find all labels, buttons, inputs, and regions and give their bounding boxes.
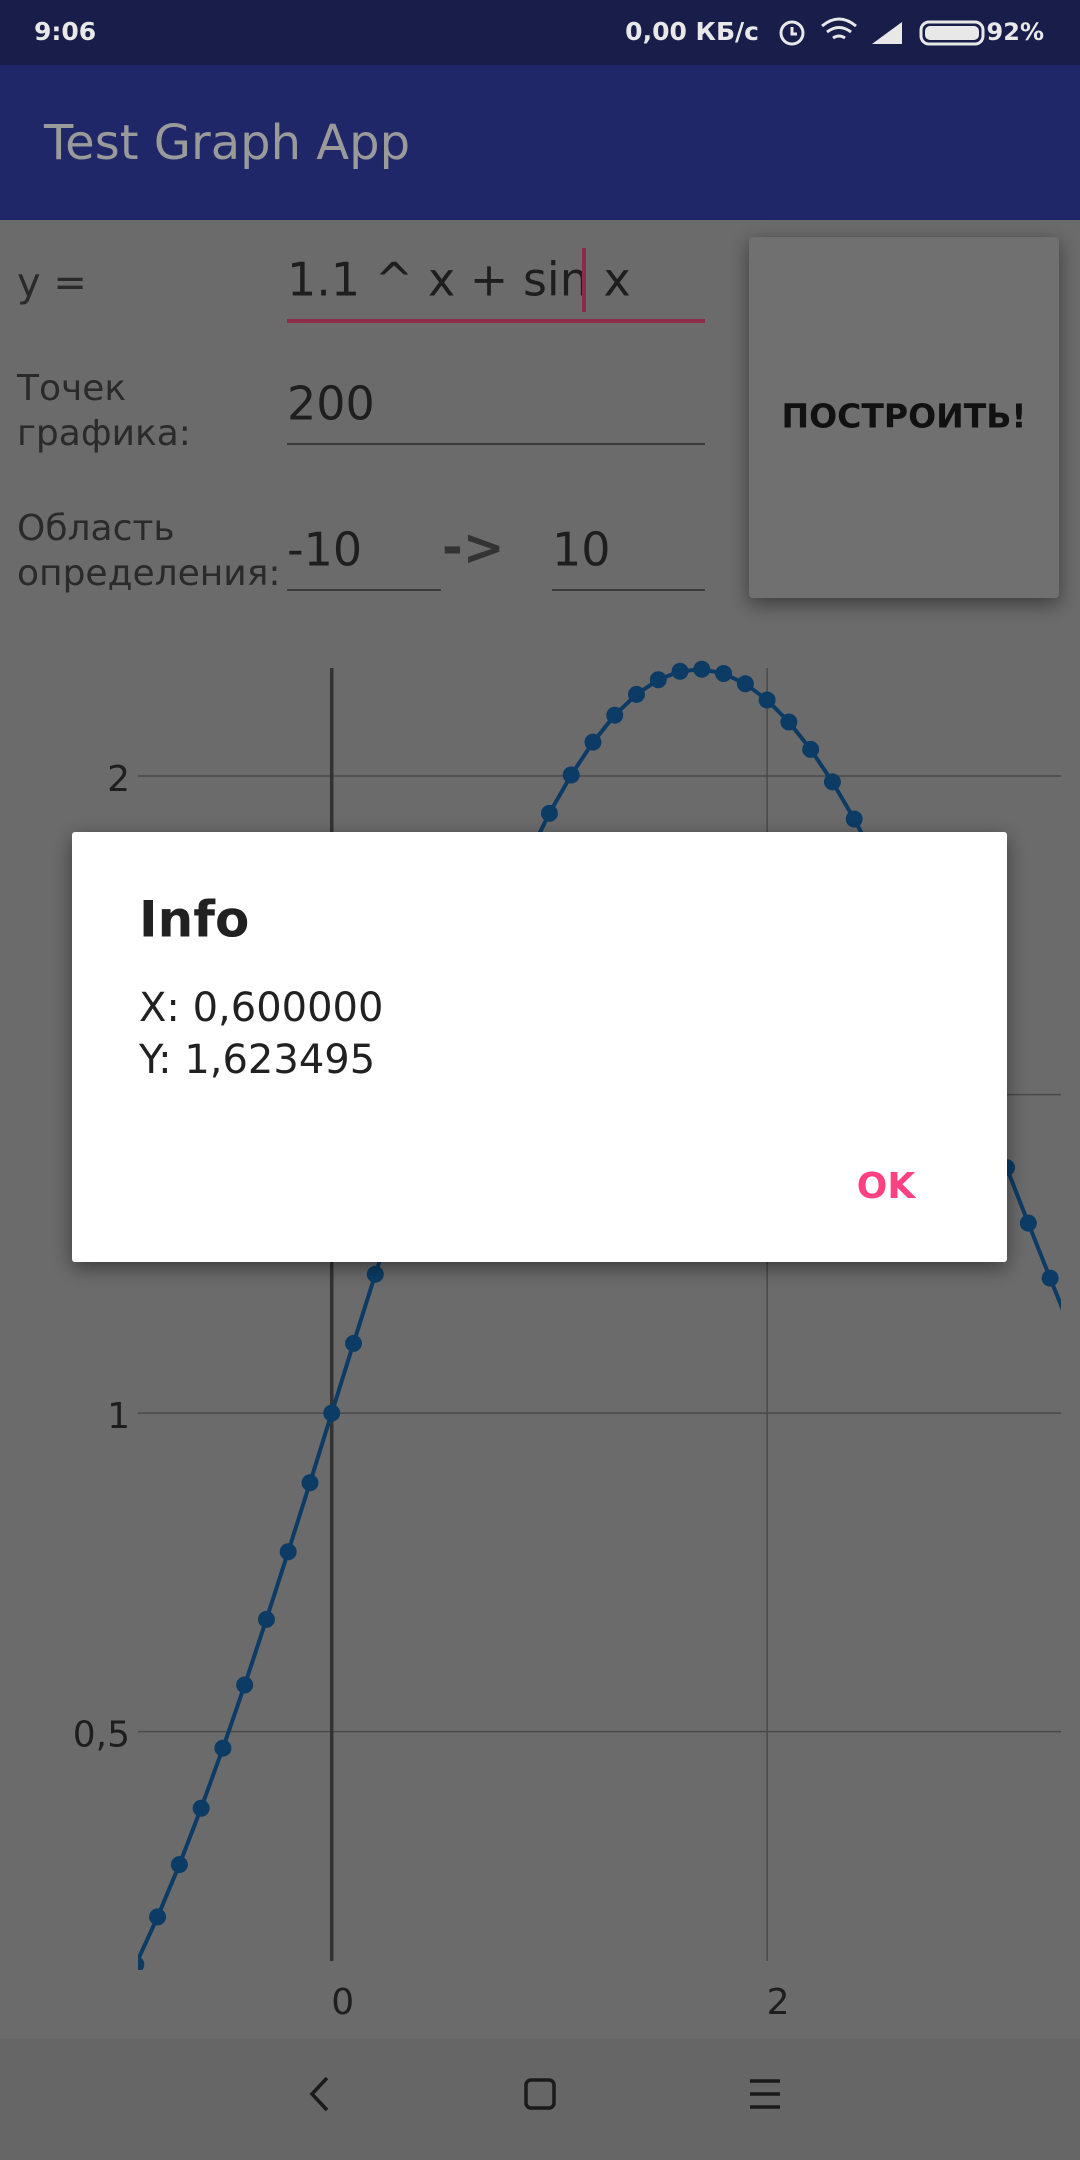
y-tick-label: 2 (107, 759, 130, 800)
data-point (345, 1334, 363, 1352)
status-bar (0, 0, 1080, 65)
dialog (72, 832, 1007, 1262)
domain-label: определения: (17, 553, 280, 594)
data-point (715, 664, 733, 682)
cursor (582, 248, 586, 312)
nav-menu[interactable] (750, 2079, 780, 2109)
domain-label: Область (17, 508, 175, 549)
data-point (138, 1956, 145, 1970)
data-point (540, 804, 558, 822)
data-point (649, 671, 667, 689)
nav-buttons (309, 2076, 780, 2112)
build-button-label[interactable]: ПОСТРОИТЬ! (782, 397, 1027, 436)
data-point (170, 1856, 188, 1874)
status-time: 9:06 (34, 17, 96, 46)
domain-from-input[interactable]: -10 (287, 523, 362, 577)
app-title: Test Graph App (43, 115, 410, 171)
data-point (736, 675, 754, 693)
nav-back[interactable] (309, 2076, 329, 2112)
status-icons (779, 17, 985, 46)
graph: 0,511,5202 (73, 660, 1061, 2023)
function-input[interactable]: 1.1 ^ x + sin x (287, 253, 631, 307)
data-point (257, 1610, 275, 1628)
data-point (149, 1908, 167, 1926)
data-point (323, 1404, 341, 1422)
status-battery: 92% (987, 18, 1044, 46)
data-point (236, 1676, 254, 1694)
app-bar (0, 65, 1080, 220)
y-tick-label: 0,5 (73, 1715, 130, 1756)
data-point (584, 733, 602, 751)
data-point (758, 691, 776, 709)
input-underline (287, 589, 441, 591)
status-speed: 0,00 КБ/с (625, 17, 759, 46)
data-point (606, 706, 624, 724)
data-point (780, 713, 798, 731)
function-label: y = (17, 260, 87, 306)
input-underline (287, 319, 705, 323)
domain-to-input[interactable]: 10 (552, 523, 611, 577)
x-tick-label: 0 (331, 1982, 354, 2023)
data-point (1041, 1269, 1059, 1287)
input-underline (552, 589, 705, 591)
nav-bar (0, 2039, 1080, 2160)
nav-home[interactable] (524, 2078, 556, 2110)
x-tick-label: 2 (767, 1982, 790, 2023)
points-input[interactable]: 200 (287, 377, 375, 431)
build-button[interactable] (749, 237, 1059, 598)
points-label: Точек (16, 368, 126, 409)
dialog-title: Info (139, 891, 249, 949)
points-label: графика: (17, 413, 191, 454)
data-point (562, 766, 580, 784)
data-point (301, 1474, 319, 1492)
data-point (628, 685, 646, 703)
input-underline (287, 443, 705, 445)
data-point (279, 1543, 297, 1561)
data-point (823, 773, 841, 791)
data-point (192, 1799, 210, 1817)
dialog-text: Y: 1,623495 (138, 1037, 375, 1083)
data-point (845, 810, 863, 828)
data-point (1019, 1214, 1037, 1232)
y-tick-label: 1 (107, 1396, 130, 1437)
data-point (366, 1265, 384, 1283)
domain-arrow: -> (442, 519, 505, 577)
data-point (214, 1739, 232, 1757)
data-point (671, 662, 689, 680)
dialog-ok-button[interactable]: OK (857, 1166, 917, 1207)
form: y = 1.1 ^ x + sin x Точек графика: 200 О… (16, 248, 705, 594)
dialog-text: X: 0,600000 (139, 985, 383, 1031)
data-point (693, 660, 711, 678)
data-point (802, 740, 820, 758)
